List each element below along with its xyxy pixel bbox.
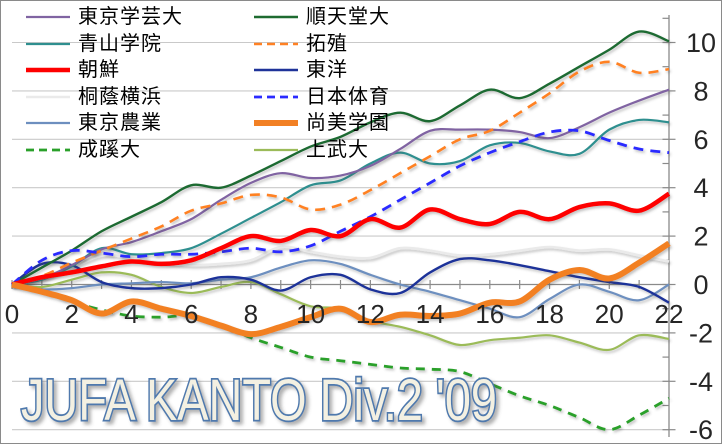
legend-label: 東洋	[306, 59, 348, 82]
legend-line-swatch	[254, 16, 298, 19]
series-line	[11, 259, 670, 319]
x-axis-label: 2	[64, 299, 78, 329]
legend-label: 成蹊大	[78, 138, 141, 161]
x-axis-label: 0	[5, 299, 19, 329]
series-lines	[11, 30, 671, 432]
series-line	[11, 128, 670, 286]
legend-line-swatch	[26, 42, 70, 45]
legend-item: 桐蔭横浜	[25, 87, 253, 107]
y-axis-label: 0	[693, 270, 708, 300]
y-axis-label: 8	[693, 76, 708, 106]
legend-label: 尚美学園	[306, 112, 390, 135]
legend-label: 拓殖	[306, 32, 348, 55]
legend-line-swatch	[254, 120, 298, 127]
series-line	[11, 30, 670, 286]
legend-line-swatch	[26, 68, 70, 73]
legend-item: 朝鮮	[25, 60, 253, 80]
series-line	[11, 283, 670, 432]
legend-line-swatch	[254, 42, 298, 46]
legend-label: 東京農業	[78, 112, 162, 135]
x-axis-label: 8	[244, 299, 258, 329]
legend-label: 上武大	[306, 138, 369, 161]
series-line	[11, 60, 670, 286]
legend-line-swatch	[254, 69, 298, 72]
y-axis-label: 10	[686, 28, 716, 58]
legend-row: 東京学芸大 順天堂大	[25, 4, 481, 31]
x-axis-label: 10	[296, 299, 325, 329]
legend-line-swatch	[254, 95, 298, 99]
legend-label: 朝鮮	[78, 59, 120, 82]
legend-item: 東洋	[253, 60, 481, 80]
legend-row: 桐蔭横浜 日本体育	[25, 84, 481, 111]
y-axis-label: 4	[693, 173, 708, 203]
legend-label: 日本体育	[306, 85, 390, 108]
legend-label: 桐蔭横浜	[78, 85, 162, 108]
series-line	[11, 191, 671, 287]
legend-line-swatch	[26, 122, 70, 125]
x-axis-label: 22	[655, 299, 684, 329]
x-axis-label: 12	[356, 299, 385, 329]
legend-row: 青山学院 拓殖	[25, 31, 481, 58]
series-line	[11, 118, 670, 286]
y-axis-label: -4	[689, 367, 713, 397]
legend-line-swatch	[26, 148, 70, 152]
chart-title: JUFA KANTO Div.2 '09	[21, 368, 497, 433]
legend-line-swatch	[26, 16, 70, 19]
legend-item: 東京学芸大	[25, 7, 253, 27]
legend-item: 成蹊大	[25, 140, 253, 160]
legend-label: 順天堂大	[306, 6, 390, 29]
y-axis-label: 2	[693, 222, 708, 252]
legend-item: 尚美学園	[253, 113, 481, 133]
y-axis-label: 6	[693, 125, 708, 155]
series-line	[11, 240, 671, 338]
legend: 東京学芸大 順天堂大青山学院 拓殖朝鮮 東洋桐蔭横浜 日本体育東京農業 尚美学園成蹊大 上武…	[25, 4, 481, 163]
legend-row: 朝鮮 東洋	[25, 57, 481, 84]
series-line	[11, 88, 670, 286]
legend-item: 拓殖	[253, 34, 481, 54]
legend-item: 東京農業	[25, 113, 253, 133]
x-axis-label: 20	[595, 299, 624, 329]
x-axis-label: 16	[475, 299, 504, 329]
y-axis-label: -2	[689, 318, 713, 348]
legend-item: 上武大	[253, 140, 481, 160]
x-axis-label: 6	[184, 299, 198, 329]
x-axis-label: 18	[535, 299, 564, 329]
legend-row: 東京農業 尚美学園	[25, 110, 481, 137]
legend-label: 青山学院	[78, 32, 162, 55]
legend-item: 青山学院	[25, 34, 253, 54]
legend-item: 順天堂大	[253, 7, 481, 27]
x-axis-label: 14	[416, 299, 445, 329]
legend-label: 東京学芸大	[78, 6, 183, 29]
x-axis-label: 4	[124, 299, 138, 329]
legend-line-swatch	[254, 148, 298, 151]
legend-row: 成蹊大 上武大	[25, 137, 481, 164]
legend-line-swatch	[26, 95, 70, 99]
y-axis-label: -6	[689, 415, 713, 444]
legend-item: 日本体育	[253, 87, 481, 107]
